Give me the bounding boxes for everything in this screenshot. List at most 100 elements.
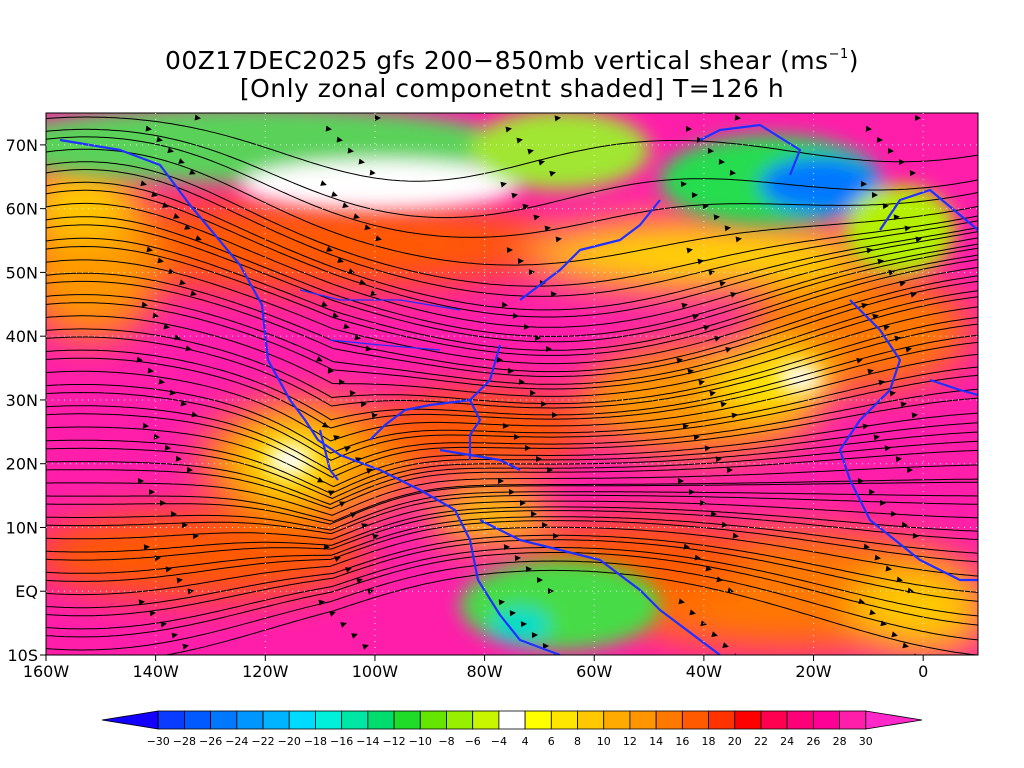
colorbar-swatch <box>839 710 867 730</box>
streamline-arrow <box>898 159 905 166</box>
streamline-arrow <box>512 312 519 319</box>
streamline-arrow <box>871 192 878 199</box>
streamline-arrow <box>192 533 199 540</box>
streamline-arrow <box>502 422 509 429</box>
streamline-arrow <box>726 467 733 474</box>
streamline-arrow <box>720 401 727 408</box>
streamline-arrow <box>163 323 170 330</box>
streamline-arrow <box>157 257 164 264</box>
colorbar-swatch <box>498 710 526 730</box>
streamline-arrow <box>170 511 177 518</box>
streamline-arrow <box>555 236 562 243</box>
streamline-arrow <box>176 577 183 584</box>
streamline-arrow <box>359 279 366 285</box>
streamline-arrow <box>184 224 191 230</box>
streamline-arrow <box>697 258 704 265</box>
streamline-arrow <box>523 323 530 330</box>
streamline <box>46 464 978 516</box>
lon-tick-label: 100W <box>352 662 399 681</box>
streamline-arrow <box>321 301 328 307</box>
streamline-arrow <box>713 214 720 221</box>
lon-tick-label: 160W <box>23 662 70 681</box>
streamline-arrow <box>168 268 175 275</box>
colorbar-swatch <box>210 710 238 730</box>
streamline-arrow <box>194 114 201 121</box>
streamline-arrow <box>365 345 372 352</box>
colorbar-swatch <box>629 710 657 730</box>
colorbar-swatch <box>812 710 840 730</box>
streamline-arrow <box>337 257 344 263</box>
streamline-arrow <box>905 346 912 353</box>
streamline <box>46 526 978 596</box>
streamline-arrow <box>545 345 552 352</box>
colorbar-swatch <box>419 710 447 730</box>
streamline-arrow <box>347 147 354 154</box>
colorbar-label: −22 <box>251 735 274 748</box>
streamline-arrow <box>554 115 561 122</box>
colorbar-label: 8 <box>574 735 581 748</box>
streamline-arrow <box>709 390 716 397</box>
colorbar-label: −8 <box>438 735 454 748</box>
streamline-arrow <box>186 466 193 473</box>
streamline-arrow <box>195 235 202 241</box>
streamline-arrow <box>371 412 378 419</box>
streamline-arrow <box>676 357 683 364</box>
streamline-arrow <box>715 456 722 463</box>
colorbar-swatch <box>236 710 264 730</box>
streamline-arrow <box>142 422 149 429</box>
colorbar-swatch <box>367 710 395 730</box>
streamline-arrow <box>320 180 327 186</box>
streamline-arrow <box>729 169 736 176</box>
streamline-arrow <box>153 433 160 440</box>
colorbar-label: 26 <box>806 735 820 748</box>
streamline-arrow <box>179 279 186 286</box>
streamline-arrow <box>550 291 557 298</box>
lat-tick-label: 70N <box>6 136 38 155</box>
streamline-arrow <box>734 114 741 121</box>
streamline-arrow <box>136 356 143 363</box>
streamline-arrow <box>326 246 333 252</box>
streamline-arrow <box>707 147 714 154</box>
streamline-arrow <box>536 577 543 584</box>
streamline <box>46 259 978 365</box>
streamline-arrow <box>328 490 335 496</box>
streamline-arrow <box>154 555 161 562</box>
streamline-arrow <box>496 356 503 363</box>
streamline-arrow <box>549 170 556 177</box>
streamline-arrow <box>542 643 549 650</box>
streamline-arrow <box>710 510 717 517</box>
colorbar-swatch <box>603 710 631 730</box>
streamline-arrow <box>677 478 684 485</box>
streamline-arrow <box>528 269 535 276</box>
streamline <box>46 506 978 553</box>
colorbar-label: 12 <box>623 735 637 748</box>
colorbar-swatch <box>655 710 683 730</box>
streamline-arrow <box>349 390 356 397</box>
colorbar-label: 30 <box>859 735 873 748</box>
streamline-arrow <box>191 411 198 418</box>
streamline-arrow <box>138 599 145 606</box>
streamline-arrow <box>329 611 336 617</box>
map-frame <box>45 112 979 656</box>
streamline-arrow <box>339 501 346 507</box>
streamline-arrow <box>708 269 715 276</box>
streamline-arrow <box>507 367 514 374</box>
streamline-arrow <box>518 378 525 385</box>
streamline-arrow <box>893 214 900 221</box>
colorbar-label: 22 <box>754 735 768 748</box>
streamline-arrow <box>527 148 534 155</box>
streamline-arrow <box>862 423 869 430</box>
colorbar-swatch <box>760 710 788 730</box>
streamline-arrow <box>517 258 524 265</box>
colorbar-label: −6 <box>465 735 481 748</box>
streamline-arrow <box>524 444 531 451</box>
streamline-arrow <box>162 202 169 208</box>
streamline-arrow <box>711 631 718 638</box>
streamline-arrow <box>151 191 158 197</box>
streamline-arrow <box>732 532 739 539</box>
streamline-arrow <box>899 280 906 287</box>
colorbar-swatch <box>262 710 290 730</box>
streamline <box>46 136 978 238</box>
